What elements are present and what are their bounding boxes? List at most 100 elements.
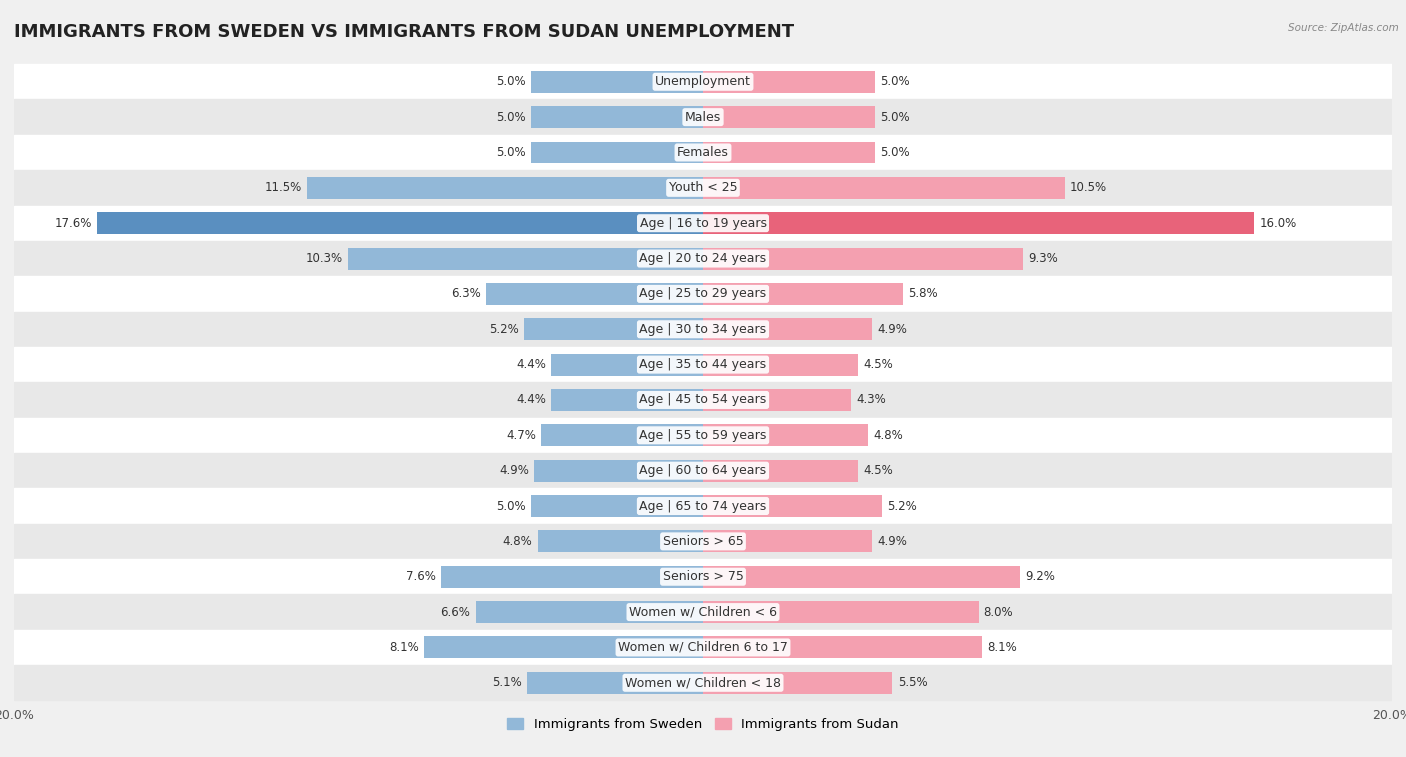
Bar <box>14 418 1392 453</box>
Bar <box>475 601 703 623</box>
Bar <box>703 248 1024 269</box>
Text: 5.0%: 5.0% <box>496 75 526 89</box>
Text: 4.5%: 4.5% <box>863 464 893 477</box>
Text: 8.0%: 8.0% <box>984 606 1014 618</box>
Text: Males: Males <box>685 111 721 123</box>
Bar <box>703 389 851 411</box>
Text: Age | 45 to 54 years: Age | 45 to 54 years <box>640 394 766 407</box>
Bar <box>534 459 703 481</box>
Text: Age | 35 to 44 years: Age | 35 to 44 years <box>640 358 766 371</box>
Bar <box>524 318 703 340</box>
Bar <box>14 524 1392 559</box>
Text: 16.0%: 16.0% <box>1260 217 1296 229</box>
Bar <box>14 135 1392 170</box>
Text: 11.5%: 11.5% <box>264 182 302 195</box>
Text: 8.1%: 8.1% <box>987 641 1017 654</box>
Bar <box>14 665 1392 700</box>
Bar <box>441 565 703 587</box>
Bar <box>14 488 1392 524</box>
Bar <box>551 354 703 375</box>
Bar <box>14 347 1392 382</box>
Bar <box>14 453 1392 488</box>
Text: 5.2%: 5.2% <box>887 500 917 512</box>
Legend: Immigrants from Sweden, Immigrants from Sudan: Immigrants from Sweden, Immigrants from … <box>502 712 904 736</box>
Text: Age | 55 to 59 years: Age | 55 to 59 years <box>640 428 766 442</box>
Bar <box>703 106 875 128</box>
Bar <box>703 425 869 447</box>
Bar <box>703 601 979 623</box>
Text: 5.0%: 5.0% <box>496 111 526 123</box>
Text: 4.9%: 4.9% <box>499 464 529 477</box>
Text: 5.0%: 5.0% <box>880 146 910 159</box>
Text: 10.5%: 10.5% <box>1070 182 1107 195</box>
Text: 8.1%: 8.1% <box>389 641 419 654</box>
Text: Women w/ Children < 18: Women w/ Children < 18 <box>626 676 780 690</box>
Text: Women w/ Children < 6: Women w/ Children < 6 <box>628 606 778 618</box>
Bar <box>14 594 1392 630</box>
Text: Age | 65 to 74 years: Age | 65 to 74 years <box>640 500 766 512</box>
Text: Source: ZipAtlas.com: Source: ZipAtlas.com <box>1288 23 1399 33</box>
Bar <box>703 459 858 481</box>
Text: 17.6%: 17.6% <box>55 217 91 229</box>
Text: 10.3%: 10.3% <box>307 252 343 265</box>
Text: 6.6%: 6.6% <box>440 606 471 618</box>
Bar <box>551 389 703 411</box>
Text: 4.5%: 4.5% <box>863 358 893 371</box>
Bar <box>703 142 875 164</box>
Bar <box>703 495 882 517</box>
Bar <box>703 531 872 553</box>
Bar <box>14 205 1392 241</box>
Text: Seniors > 65: Seniors > 65 <box>662 535 744 548</box>
Bar <box>14 241 1392 276</box>
Bar <box>97 212 703 234</box>
Bar <box>703 672 893 693</box>
Text: 5.0%: 5.0% <box>880 111 910 123</box>
Text: Youth < 25: Youth < 25 <box>669 182 737 195</box>
Text: Age | 60 to 64 years: Age | 60 to 64 years <box>640 464 766 477</box>
Text: 5.0%: 5.0% <box>880 75 910 89</box>
Text: 5.1%: 5.1% <box>492 676 522 690</box>
Text: 9.3%: 9.3% <box>1029 252 1059 265</box>
Text: 5.8%: 5.8% <box>908 288 938 301</box>
Text: 4.8%: 4.8% <box>503 535 533 548</box>
Text: 6.3%: 6.3% <box>451 288 481 301</box>
Text: 5.2%: 5.2% <box>489 322 519 336</box>
Bar <box>703 637 981 659</box>
Text: 4.3%: 4.3% <box>856 394 886 407</box>
Bar <box>531 495 703 517</box>
Text: Unemployment: Unemployment <box>655 75 751 89</box>
Text: IMMIGRANTS FROM SWEDEN VS IMMIGRANTS FROM SUDAN UNEMPLOYMENT: IMMIGRANTS FROM SWEDEN VS IMMIGRANTS FRO… <box>14 23 794 41</box>
Text: 7.6%: 7.6% <box>406 570 436 583</box>
Text: 4.4%: 4.4% <box>516 394 547 407</box>
Text: 4.7%: 4.7% <box>506 428 536 442</box>
Text: 4.8%: 4.8% <box>873 428 903 442</box>
Bar <box>14 99 1392 135</box>
Bar <box>531 71 703 93</box>
Bar <box>14 276 1392 312</box>
Text: Females: Females <box>678 146 728 159</box>
Bar <box>531 142 703 164</box>
Bar <box>425 637 703 659</box>
Text: 9.2%: 9.2% <box>1025 570 1054 583</box>
Text: Seniors > 75: Seniors > 75 <box>662 570 744 583</box>
Text: 4.9%: 4.9% <box>877 322 907 336</box>
Text: Age | 20 to 24 years: Age | 20 to 24 years <box>640 252 766 265</box>
Bar <box>14 312 1392 347</box>
Text: Age | 16 to 19 years: Age | 16 to 19 years <box>640 217 766 229</box>
Bar <box>703 212 1254 234</box>
Bar <box>703 565 1019 587</box>
Text: Age | 25 to 29 years: Age | 25 to 29 years <box>640 288 766 301</box>
Bar <box>531 106 703 128</box>
Bar <box>541 425 703 447</box>
Bar <box>703 283 903 305</box>
Bar <box>537 531 703 553</box>
Bar <box>527 672 703 693</box>
Text: 4.4%: 4.4% <box>516 358 547 371</box>
Bar <box>14 630 1392 665</box>
Bar <box>703 354 858 375</box>
Text: 5.5%: 5.5% <box>897 676 927 690</box>
Bar <box>307 177 703 199</box>
Text: 5.0%: 5.0% <box>496 500 526 512</box>
Bar <box>14 64 1392 99</box>
Text: Age | 30 to 34 years: Age | 30 to 34 years <box>640 322 766 336</box>
